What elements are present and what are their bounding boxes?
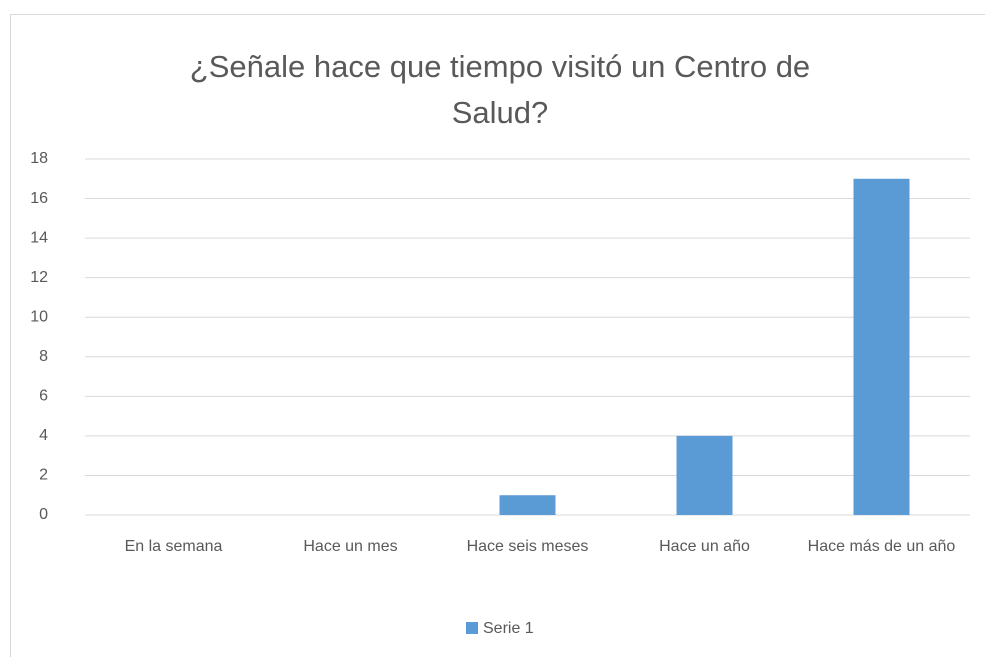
- y-tick-label: 14: [30, 229, 48, 246]
- bar: [676, 435, 733, 515]
- y-tick-label: 6: [39, 388, 48, 405]
- legend-swatch: [466, 622, 478, 634]
- y-tick-label: 4: [39, 427, 48, 444]
- bar: [499, 495, 556, 515]
- chart-title: ¿Señale hace que tiempo visitó un Centro…: [189, 49, 811, 130]
- y-tick-label: 8: [39, 348, 48, 365]
- x-tick-label: Hace un año: [659, 538, 750, 555]
- x-tick-label: En la semana: [124, 538, 223, 555]
- legend-label: Serie 1: [483, 620, 534, 637]
- bar: [853, 178, 910, 515]
- y-tick-label: 0: [39, 506, 48, 523]
- x-tick-label: Hace más de un año: [807, 538, 956, 555]
- chart-frame: [10, 14, 985, 657]
- y-tick-label: 12: [30, 269, 48, 286]
- y-tick-label: 2: [39, 467, 48, 484]
- y-tick-label: 10: [30, 308, 48, 325]
- x-tick-label: Hace seis meses: [466, 538, 589, 555]
- x-tick-label: Hace un mes: [303, 538, 398, 555]
- y-tick-label: 18: [30, 150, 48, 167]
- y-tick-label: 16: [30, 190, 48, 207]
